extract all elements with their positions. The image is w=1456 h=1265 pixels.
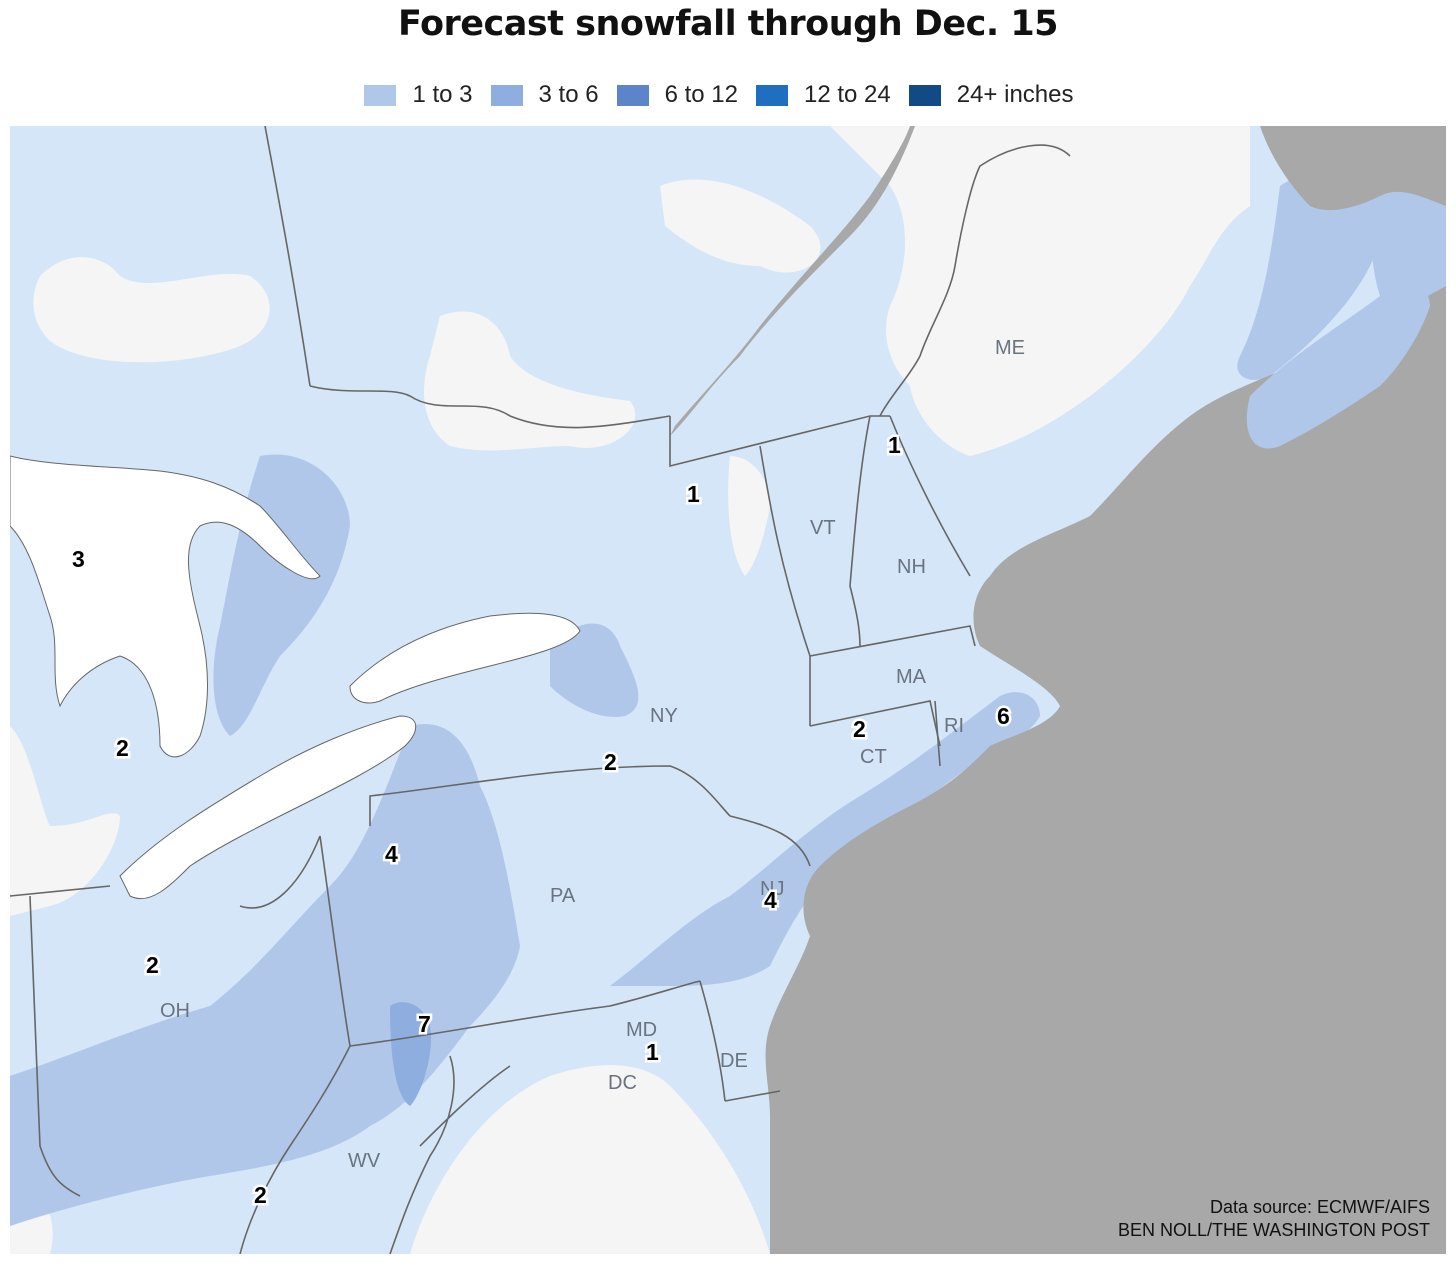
legend-item-3-6: 3 to 6: [490, 81, 599, 109]
state-label-de: DE: [720, 1050, 748, 1072]
legend: 1 to 3 3 to 6 6 to 12 12 to 24 24+ inche…: [0, 80, 1456, 110]
state-borders: [10, 126, 1071, 1254]
lake-erie: [119, 715, 417, 900]
state-label-oh: OH: [160, 1000, 190, 1022]
map-canvas: ME VT NH MA NY CT RI PA NJ OH MD DE DC W…: [10, 126, 1446, 1254]
credits: Data source: ECMWF/AIFS BEN NOLL/THE WAS…: [1118, 1196, 1430, 1242]
legend-swatch: [490, 84, 523, 106]
value-label: 2: [116, 735, 129, 761]
state-label-ct: CT: [860, 746, 887, 768]
value-label: 1: [687, 481, 700, 507]
state-labels: ME VT NH MA NY CT RI PA NJ OH MD DE DC W…: [160, 337, 1025, 1172]
state-label-nj: NJ: [760, 878, 784, 900]
legend-swatch: [908, 84, 941, 106]
value-label: 2: [254, 1182, 267, 1208]
legend-item-6-12: 6 to 12: [616, 81, 738, 109]
value-label: 3: [72, 546, 85, 572]
legend-label: 24+ inches: [956, 81, 1074, 108]
byline: BEN NOLL/THE WASHINGTON POST: [1117, 1220, 1430, 1240]
state-label-pa: PA: [550, 885, 576, 907]
value-label: 6: [997, 703, 1010, 729]
atlantic-ocean: [765, 286, 1446, 1254]
state-label-me: ME: [995, 337, 1025, 359]
state-label-ny: NY: [650, 705, 678, 727]
legend-item-1-3: 1 to 3: [364, 81, 473, 109]
value-label: 4: [764, 887, 777, 913]
snow-band-1-3: [10, 166, 1446, 1226]
state-label-md: MD: [626, 1019, 657, 1041]
legend-label: 12 to 24: [803, 81, 891, 108]
nova-scotia: [1246, 285, 1430, 449]
value-label: 4: [385, 841, 398, 867]
state-label-wv: WV: [348, 1150, 381, 1172]
st-lawrence-river: [670, 126, 915, 436]
legend-swatch: [364, 84, 397, 106]
lake-ontario: [349, 612, 581, 704]
legend-item-12-24: 12 to 24: [755, 81, 891, 109]
lake-huron: [10, 455, 321, 758]
state-label-ri: RI: [944, 715, 964, 737]
value-label: 1: [888, 432, 901, 458]
legend-label: 3 to 6: [538, 81, 599, 108]
legend-label: 1 to 3: [412, 81, 473, 108]
value-label: 2: [146, 952, 159, 978]
no-snow-areas: [10, 126, 1250, 1254]
legend-label: 6 to 12: [664, 81, 738, 108]
legend-swatch: [755, 84, 788, 106]
data-source: Data source: ECMWF/AIFS: [1209, 1197, 1430, 1217]
value-label: 2: [853, 716, 866, 742]
legend-item-24-plus: 24+ inches: [908, 81, 1074, 109]
map-title: Forecast snowfall through Dec. 15: [397, 4, 1059, 44]
snowfall-map[interactable]: ME VT NH MA NY CT RI PA NJ OH MD DE DC W…: [10, 126, 1446, 1254]
state-label-dc: DC: [608, 1072, 637, 1094]
value-label: 7: [418, 1011, 431, 1037]
legend-swatch: [616, 84, 649, 106]
value-label: 2: [604, 749, 617, 775]
great-lakes: [10, 455, 581, 900]
gulf-of-st-lawrence: [1260, 126, 1446, 211]
state-label-nh: NH: [897, 556, 926, 578]
state-label-vt: VT: [810, 517, 836, 539]
value-label: 1: [646, 1039, 659, 1065]
snowfall-values: 3 1 1 2 2 2 6 4 4 2 7 1 2: [70, 430, 1013, 1211]
state-label-ma: MA: [896, 666, 927, 688]
